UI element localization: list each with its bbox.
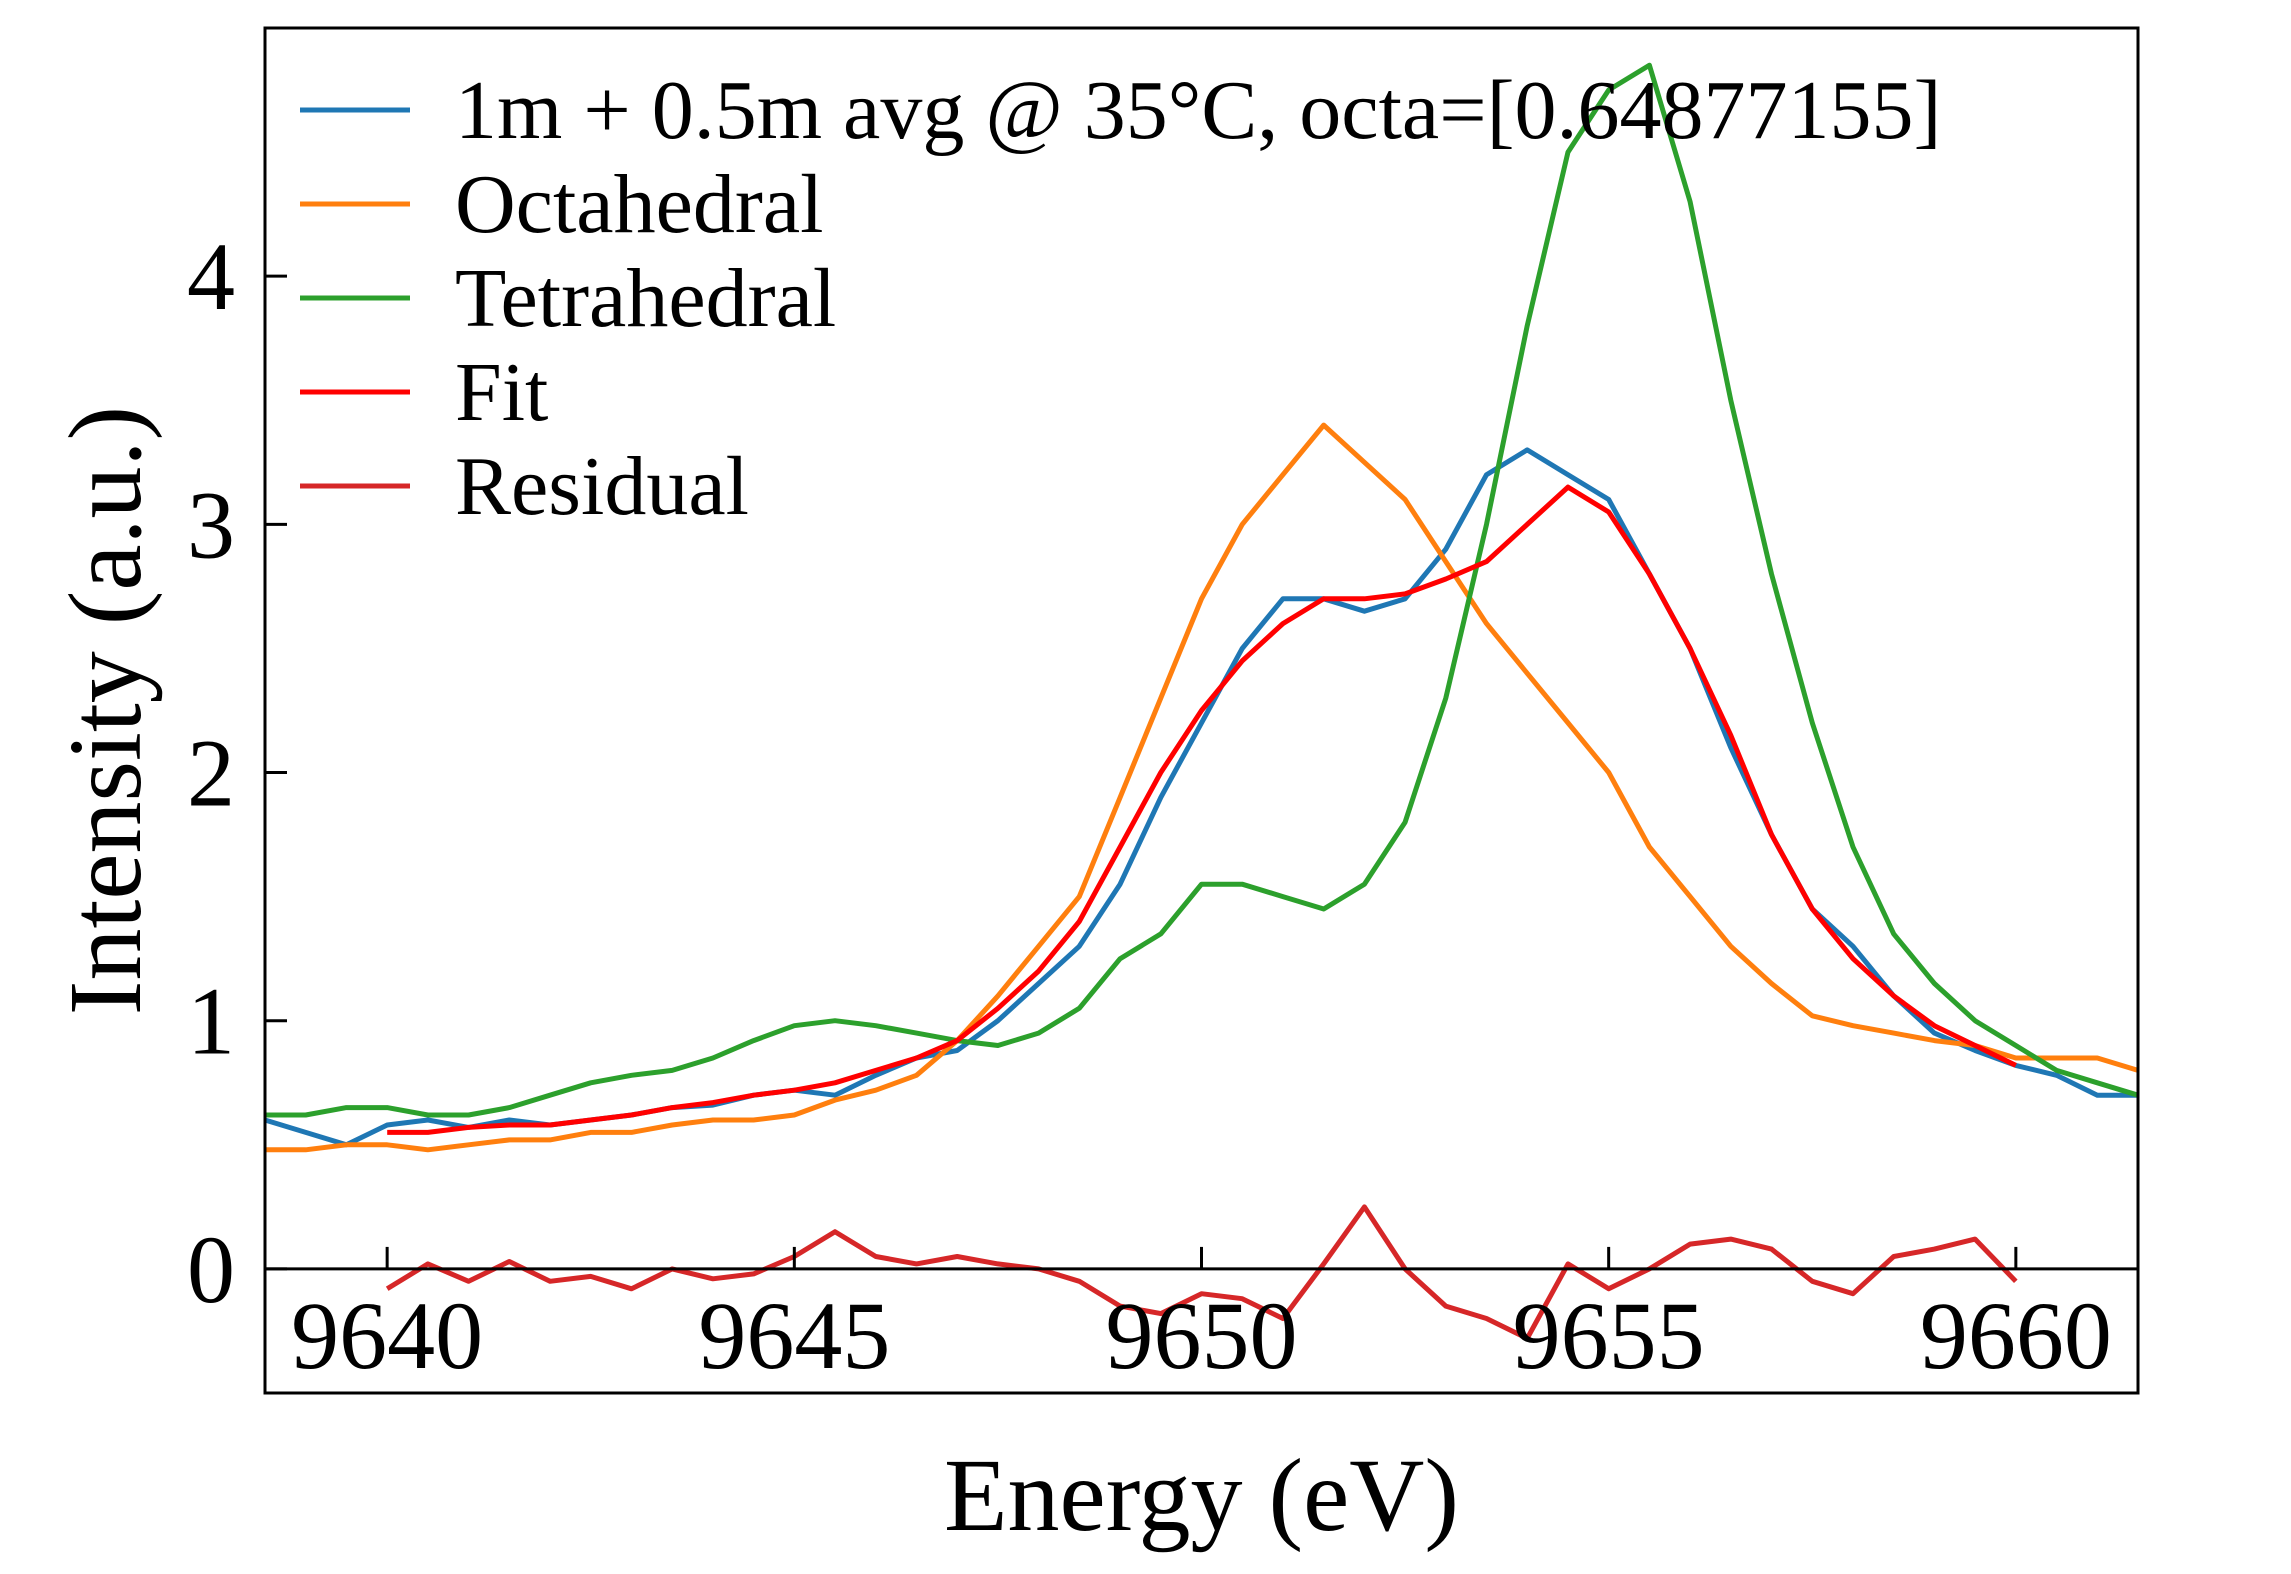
legend-label: 1m + 0.5m avg @ 35°C, octa=[0.64877155] [455,64,1942,157]
series-line-4 [387,484,2017,1135]
x-tick-layer: 9640 9645 9650 9655 9660 [291,1246,2112,1389]
x-tick-label: 9650 [1106,1282,1298,1389]
x-axis-label: Energy (eV) [944,1438,1459,1553]
y-tick-label: 3 [187,471,235,578]
legend: 1m + 0.5m avg @ 35°C, octa=[0.64877155]O… [300,64,1942,533]
y-axis-label: Intensity (a.u.) [48,406,163,1015]
legend-label: Octahedral [455,158,823,251]
series-line-1 [264,447,2138,1148]
series-line-3 [265,62,2139,1118]
legend-label: Fit [455,346,548,439]
x-tick-label: 9655 [1513,1282,1705,1389]
series-line-2 [265,422,2139,1153]
y-tick-label: 1 [187,968,235,1075]
x-tick-label: 9660 [1920,1282,2112,1389]
legend-label: Tetrahedral [455,252,836,345]
plot-frame [263,26,2140,1395]
legend-label: Residual [455,440,749,533]
x-tick-label: 9640 [291,1282,483,1389]
y-tick-label: 0 [187,1216,235,1323]
x-tick-label: 9645 [698,1282,890,1389]
series-line-5 [385,1204,2018,1341]
series-layer [264,62,2139,1341]
y-tick-label: 4 [187,223,235,330]
y-tick-label: 2 [187,720,235,827]
y-tick-layer: 0 1 2 3 4 [187,223,287,1323]
